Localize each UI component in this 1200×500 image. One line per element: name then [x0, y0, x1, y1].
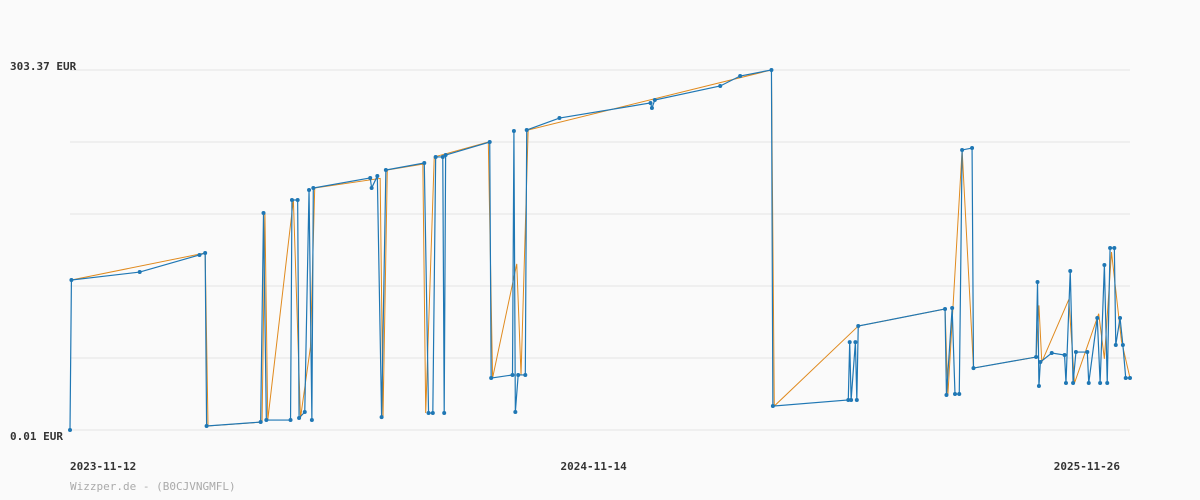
- price-point: [1086, 381, 1091, 386]
- price-point: [487, 139, 492, 144]
- price-point: [523, 372, 528, 377]
- price-point: [1068, 268, 1073, 273]
- price-point: [203, 250, 208, 255]
- price-point: [264, 418, 269, 423]
- x-tick-label: 2024-11-14: [560, 460, 627, 473]
- price-point: [960, 147, 965, 152]
- price-point: [849, 397, 854, 402]
- price-point: [137, 270, 142, 275]
- price-point: [1085, 350, 1090, 355]
- x-tick-label: 2025-11-26: [1054, 460, 1121, 473]
- price-point: [297, 416, 302, 421]
- price-point: [856, 324, 861, 329]
- price-point: [1095, 315, 1100, 320]
- price-point: [197, 252, 202, 257]
- price-point: [943, 306, 948, 311]
- price-point: [957, 392, 962, 397]
- price-point: [847, 340, 852, 345]
- price-point: [1038, 360, 1043, 365]
- price-point: [853, 340, 858, 345]
- price-point: [952, 392, 957, 397]
- price-point: [1063, 381, 1068, 386]
- price-point: [1112, 245, 1117, 250]
- price-point: [204, 423, 209, 428]
- x-tick-label: 2023-11-12: [70, 460, 136, 473]
- price-point: [258, 420, 263, 425]
- price-point: [769, 67, 774, 72]
- price-point: [557, 116, 562, 121]
- price-point: [68, 428, 72, 432]
- price-point: [524, 128, 529, 133]
- price-line: [71, 69, 1131, 427]
- price-point: [1120, 343, 1125, 348]
- price-point: [950, 306, 955, 311]
- price-point: [649, 106, 654, 111]
- price-point: [1034, 355, 1039, 360]
- price-point: [1049, 350, 1054, 355]
- price-point: [1098, 381, 1103, 386]
- price-point: [1113, 343, 1118, 348]
- price-point: [289, 198, 294, 203]
- price-point: [854, 397, 859, 402]
- y-tick-label: 303.37 EUR: [10, 60, 77, 73]
- price-point: [295, 198, 300, 203]
- price-point: [302, 409, 307, 414]
- price-point: [1105, 381, 1110, 386]
- price-point: [375, 174, 380, 179]
- price-point: [738, 74, 743, 79]
- price-point: [368, 175, 373, 180]
- price-point: [510, 372, 515, 377]
- price-point: [369, 186, 374, 191]
- price-point: [442, 411, 447, 416]
- price-point: [1123, 376, 1128, 381]
- y-tick-label: 0.01 EUR: [10, 430, 63, 443]
- price-point: [1035, 280, 1040, 285]
- price-point: [1071, 381, 1076, 386]
- price-point: [383, 168, 388, 173]
- price-point: [307, 188, 312, 193]
- price-point: [971, 366, 976, 371]
- price-point: [422, 161, 427, 166]
- price-point: [718, 83, 723, 88]
- footer: Wizzper.de - (B0CJVNGMFL): [70, 480, 236, 493]
- price-line: [69, 69, 1130, 431]
- price-point: [69, 278, 74, 283]
- price-point: [970, 146, 975, 151]
- price-point: [426, 411, 431, 416]
- price-point: [288, 418, 293, 423]
- price-point: [846, 397, 851, 402]
- price-point: [440, 154, 445, 159]
- price-point: [311, 186, 316, 191]
- price-point: [433, 154, 438, 159]
- price-point: [443, 153, 448, 158]
- price-point: [309, 418, 314, 423]
- price-point: [489, 376, 494, 381]
- price-point: [770, 404, 775, 409]
- price-point: [516, 372, 521, 377]
- price-point: [261, 210, 266, 215]
- price-point: [648, 100, 653, 105]
- price-point: [379, 415, 384, 420]
- price-point: [1036, 383, 1041, 388]
- price-point: [1102, 263, 1107, 268]
- price-point: [1062, 353, 1067, 358]
- price-point: [1128, 376, 1132, 381]
- price-point: [513, 409, 518, 414]
- price-point: [430, 411, 435, 416]
- price-point: [652, 97, 657, 102]
- price-point: [511, 128, 516, 133]
- price-point: [944, 393, 949, 398]
- price-point: [1073, 350, 1078, 355]
- price-point: [1108, 245, 1113, 250]
- price-point: [1118, 315, 1123, 320]
